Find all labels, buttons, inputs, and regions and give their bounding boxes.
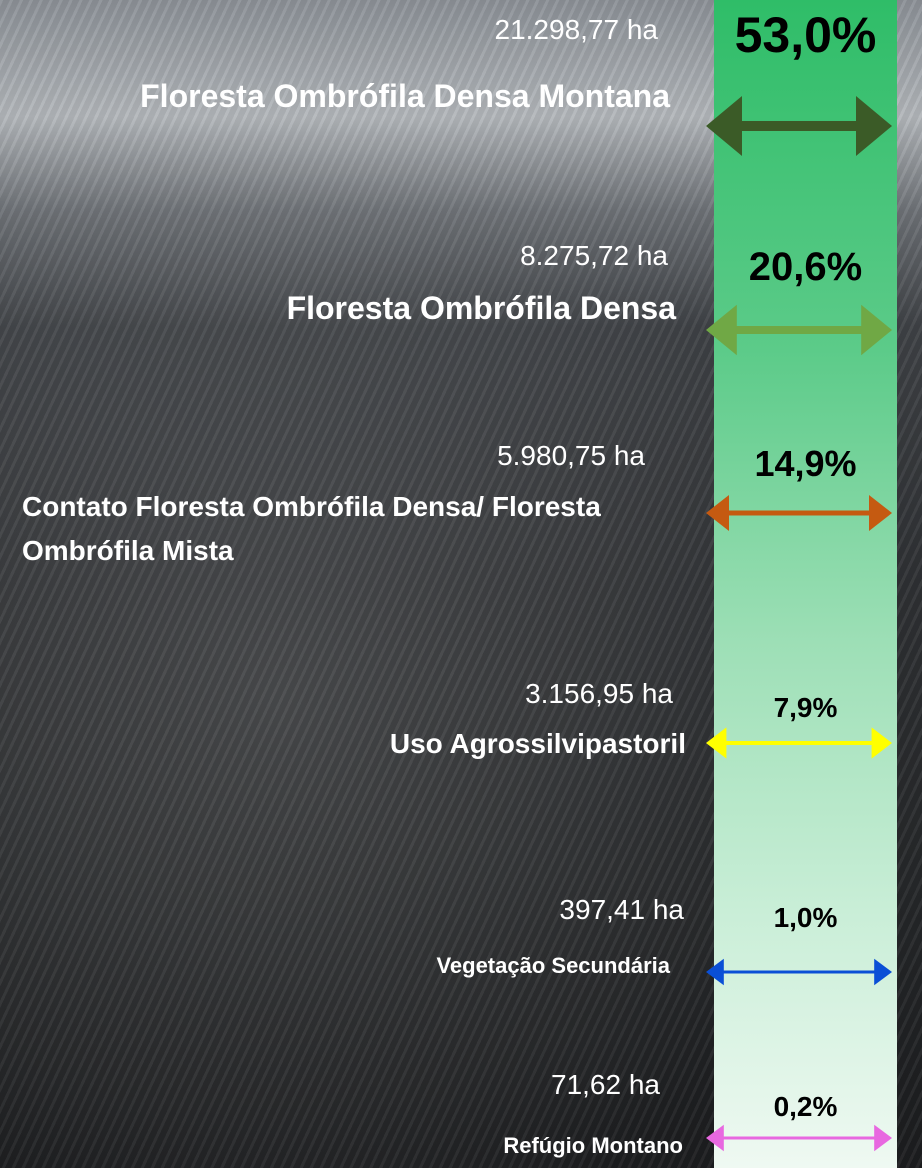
class-label: Floresta Ombrófila Densa xyxy=(287,290,676,327)
area-value: 3.156,95 ha xyxy=(525,678,673,710)
arrow-head xyxy=(706,1125,724,1151)
percent-value: 20,6% xyxy=(714,245,897,290)
class-label: Contato Floresta Ombrófila Densa/ Flores… xyxy=(22,485,712,573)
arrows xyxy=(0,0,922,1168)
class-label: Vegetação Secundária xyxy=(436,953,670,979)
percent-value: 53,0% xyxy=(714,6,897,64)
percent-value: 14,9% xyxy=(714,443,897,485)
arrow-head xyxy=(869,495,892,531)
slide: 21.298,77 ha Floresta Ombrófila Densa Mon… xyxy=(0,0,922,1168)
area-value: 21.298,77 ha xyxy=(495,14,659,46)
percent-value: 0,2% xyxy=(714,1091,897,1123)
class-label: Uso Agrossilvipastoril xyxy=(390,728,686,760)
arrow-head xyxy=(861,305,892,355)
area-value: 397,41 ha xyxy=(559,894,684,926)
area-value: 8.275,72 ha xyxy=(520,240,668,272)
percent-value: 7,9% xyxy=(714,692,897,724)
arrow-head xyxy=(872,727,892,758)
arrow-head xyxy=(706,959,724,985)
percent-value: 1,0% xyxy=(714,902,897,934)
arrow-head xyxy=(874,959,892,985)
area-value: 5.980,75 ha xyxy=(497,440,645,472)
arrow-head xyxy=(706,305,737,355)
arrow-head xyxy=(856,96,892,156)
arrow-head xyxy=(874,1125,892,1151)
class-label: Refúgio Montano xyxy=(503,1133,683,1159)
arrow-head xyxy=(706,727,726,758)
area-value: 71,62 ha xyxy=(551,1069,660,1101)
arrow-head xyxy=(706,96,742,156)
class-label: Floresta Ombrófila Densa Montana xyxy=(140,78,670,115)
